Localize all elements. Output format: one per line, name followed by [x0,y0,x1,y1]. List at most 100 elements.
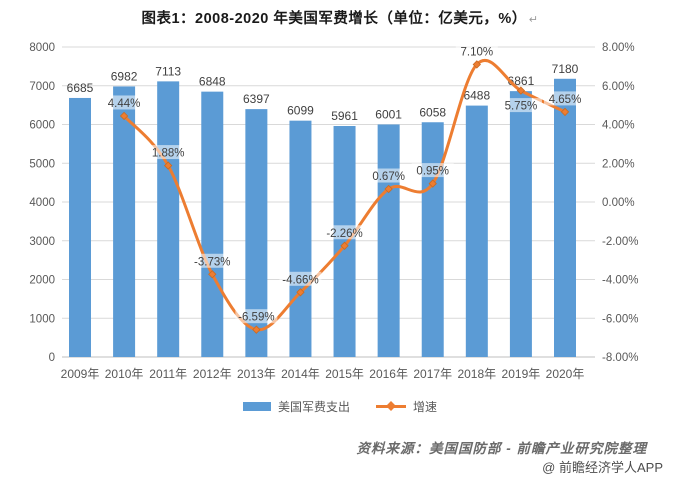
right-axis-tick-label: 8.00% [602,42,635,54]
line-marker-icon [386,401,396,411]
left-axis-tick-label: 5000 [29,158,55,170]
bar-2010年 [113,86,136,357]
growth-rate-label: 7.10% [461,46,494,58]
bar-2014年 [289,120,312,357]
bar-2016年 [377,124,400,358]
right-axis-tick-label: 2.00% [602,158,635,170]
x-axis-label: 2020年 [546,367,585,381]
legend-item-military-spending: 美国军费支出 [242,398,350,415]
bar-value-label: 6685 [67,81,94,95]
right-axis-tick-label: 6.00% [602,81,635,93]
bar-value-label: 7113 [155,64,181,78]
growth-label-bg [279,271,322,286]
right-axis-tick-label: 0.00% [602,197,635,209]
watermark: @ 前瞻经济学人APP [542,460,663,475]
legend-label-growth: 增速 [413,399,438,414]
growth-point-marker [472,60,481,69]
right-axis-tick-label: 4.00% [602,120,635,132]
bar-value-label: 6397 [243,92,270,106]
growth-point-marker [384,184,393,194]
bar-2012年 [201,91,224,357]
growth-rate-label: -6.59% [238,312,274,324]
growth-rate-label: 0.67% [372,171,405,183]
x-axis-label: 2017年 [413,367,452,381]
chart-legend: 美国军费支出 增速 [0,397,680,415]
growth-label-bg [191,253,234,268]
left-axis-tick-label: 1000 [29,313,55,325]
bar-2009年 [69,97,91,358]
legend-label-spending: 美国军费支出 [277,399,350,414]
growth-point-marker [119,111,129,121]
growth-label-bg [499,98,542,113]
legend-item-growth-rate: 增速 [376,398,437,415]
bar-2020年 [554,78,576,358]
growth-label-bg [323,225,366,240]
growth-label-bg [544,91,586,106]
growth-point-marker [164,161,173,170]
bar-2013年 [245,109,268,358]
growth-rate-label: 4.44% [108,98,141,110]
left-axis-tick-label: 4000 [29,197,55,209]
growth-rate-label: 0.95% [416,166,449,178]
bar-value-label: 6848 [199,75,226,89]
left-axis-tick-label: 6000 [29,120,55,132]
growth-label-bg [367,168,410,183]
growth-rate-label: 5.75% [505,101,538,113]
growth-point-marker [296,288,305,297]
bar-value-label: 6488 [463,89,490,103]
bar-2019年 [509,91,532,357]
right-axis-tick-label: -4.00% [602,275,638,287]
x-axis-label: 2018年 [457,367,496,381]
bar-value-label: 6099 [287,104,314,118]
x-axis-label: 2011年 [149,367,187,381]
bar-value-label: 6982 [111,69,138,83]
growth-label-bg [147,145,190,160]
growth-rate-label: 4.65% [549,94,582,106]
growth-point-marker [340,241,349,250]
bar-value-label: 6001 [375,107,402,121]
x-axis-label: 2016年 [369,367,408,381]
x-axis-label: 2012年 [193,367,232,381]
bar-value-label: 5961 [331,109,358,123]
growth-point-marker [428,179,437,188]
bar-value-label: 7180 [552,62,579,76]
chart-plot-area: 8000 8.00% 7000 6.00% 6000 4.00% 5000 2.00% 4000… [29,42,638,381]
right-axis-tick-label: -6.00% [602,313,638,325]
x-axis-label: 2019年 [502,367,541,381]
bar-series-swatch [242,401,271,411]
bar-2018年 [465,105,488,357]
paragraph-mark-icon: ↵ [528,14,539,26]
growth-rate-label: 1.88% [152,148,185,160]
x-axis-label: 2015年 [325,367,364,381]
growth-rate-label: -4.66% [282,274,318,286]
growth-label-bg [411,163,454,178]
bar-value-label: 6058 [419,105,446,119]
growth-label-bg [103,95,146,110]
growth-point-marker [252,325,261,334]
growth-point-marker [516,86,526,95]
line-series-swatch [376,401,406,411]
x-axis-label: 2010年 [105,367,144,381]
x-axis-label: 2013年 [237,367,276,381]
right-axis-tick-label: -2.00% [602,236,638,248]
source-note: 资料来源：美国国防部 - 前瞻产业研究院整理 [356,441,647,456]
x-axis-label: 2014年 [281,367,320,381]
growth-label-bg [455,43,498,58]
bar-2015年 [333,126,356,357]
bar-2011年 [157,81,180,357]
left-axis-tick-label: 0 [49,352,55,364]
x-axis-label: 2009年 [61,367,100,381]
growth-point-marker [560,107,570,117]
chart-title-text: 图表1：2008-2020 年美国军费增长（单位：亿美元，%） [141,11,527,27]
chart-title: 图表1：2008-2020 年美国军费增长（单位：亿美元，%） ↵ [0,7,680,28]
right-axis-tick-label: -8.00% [602,352,638,364]
bar-2017年 [421,122,444,357]
left-axis-tick-label: 2000 [29,275,55,287]
growth-rate-label: -2.26% [326,228,362,240]
growth-rate-label: -3.73% [194,256,230,268]
growth-label-bg [235,309,278,324]
left-axis-tick-label: 7000 [29,81,55,93]
growth-point-marker [208,270,217,279]
left-axis-tick-label: 3000 [29,236,55,248]
